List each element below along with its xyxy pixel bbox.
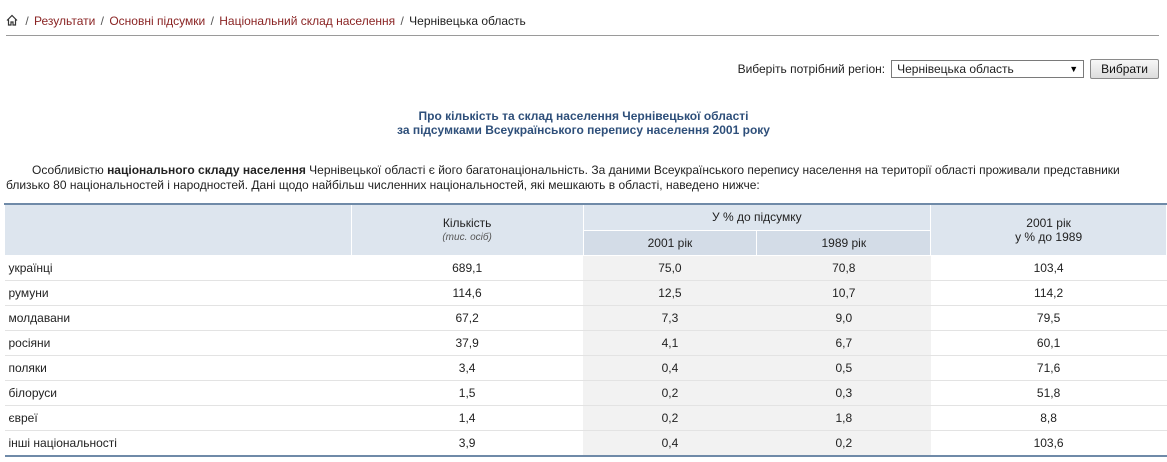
count-cell: 67,2 [351, 305, 584, 331]
percent-2001-cell: 4,1 [583, 330, 757, 356]
ratio-cell: 103,4 [930, 255, 1167, 281]
table-row: інші національності 3,9 0,4 0,2 103,6 [4, 430, 1167, 457]
choose-region-button[interactable]: Вибрати [1090, 59, 1159, 79]
ratio-cell: 71,6 [930, 355, 1167, 381]
percent-1989-cell: 0,2 [756, 430, 931, 457]
percent-2001-cell: 0,2 [583, 405, 757, 431]
chevron-down-icon: ▼ [1069, 64, 1079, 74]
table-row: росіяни 37,9 4,1 6,7 60,1 [4, 330, 1167, 356]
region-selector: Виберіть потрібний регіон: Чернівецька о… [738, 59, 1159, 79]
table-row: українці 689,1 75,0 70,8 103,4 [4, 255, 1167, 281]
intro-text-start: Особливістю [32, 163, 108, 177]
breadcrumb-separator: / [100, 14, 104, 28]
percent-1989-cell: 9,0 [756, 305, 931, 331]
nationality-cell: євреї [4, 405, 352, 431]
nationality-table: Кількість (тис. осіб) У % до підсумку 20… [4, 203, 1167, 457]
nationality-cell: інші національності [4, 430, 352, 457]
region-label: Виберіть потрібний регіон: [737, 62, 886, 76]
ratio-cell: 103,6 [930, 430, 1167, 457]
breadcrumb-link-national-composition[interactable]: Національний склад населення [219, 14, 396, 28]
header-ratio-line1: 2001 рік [1026, 215, 1071, 230]
percent-1989-cell: 0,3 [756, 380, 931, 406]
nationality-cell: росіяни [4, 330, 352, 356]
intro-text-bold: національного складу населення [107, 163, 306, 177]
percent-2001-cell: 7,3 [583, 305, 757, 331]
ratio-cell: 51,8 [930, 380, 1167, 406]
header-ratio: 2001 рік у % до 1989 [930, 203, 1167, 256]
percent-2001-cell: 0,4 [583, 355, 757, 381]
breadcrumb-link-main-results[interactable]: Основні підсумки [109, 14, 206, 28]
count-cell: 689,1 [351, 255, 584, 281]
page-title: Про кількість та склад населення Черніве… [0, 109, 1167, 137]
nationality-cell: білоруси [4, 380, 352, 406]
table-row: румуни 114,6 12,5 10,7 114,2 [4, 280, 1167, 306]
percent-1989-cell: 70,8 [756, 255, 931, 281]
breadcrumb-current: Чернівецька область [409, 14, 526, 28]
percent-2001-cell: 0,4 [583, 430, 757, 457]
region-select[interactable]: Чернівецька область ▼ [891, 60, 1085, 78]
breadcrumb-separator: / [25, 14, 29, 28]
page-title-line2: за підсумками Всеукраїнського перепису н… [397, 123, 770, 137]
count-cell: 1,5 [351, 380, 584, 406]
table-row: євреї 1,4 0,2 1,8 8,8 [4, 405, 1167, 431]
header-percent-group: У % до підсумку [582, 203, 932, 231]
percent-1989-cell: 1,8 [756, 405, 931, 431]
breadcrumb-separator: / [400, 14, 404, 28]
header-nationality [4, 203, 352, 256]
count-cell: 114,6 [351, 280, 584, 306]
intro-text-end: Чернівецької області є його багатонаціон… [6, 163, 1120, 192]
header-year-1989: 1989 рік [756, 229, 932, 256]
page-title-line1: Про кількість та склад населення Черніве… [418, 109, 749, 123]
ratio-cell: 79,5 [930, 305, 1167, 331]
header-year-2001: 2001 рік [582, 229, 758, 256]
ratio-cell: 114,2 [930, 280, 1167, 306]
table-row: білоруси 1,5 0,2 0,3 51,8 [4, 380, 1167, 406]
breadcrumb-link-results[interactable]: Результати [34, 14, 96, 28]
header-ratio-line2: у % до 1989 [1015, 229, 1083, 244]
header-count-label: Кількість [442, 216, 492, 231]
ratio-cell: 8,8 [930, 405, 1167, 431]
count-cell: 3,4 [351, 355, 584, 381]
percent-2001-cell: 12,5 [583, 280, 757, 306]
header-count-unit: (тис. осіб) [442, 232, 492, 244]
nationality-cell: поляки [4, 355, 352, 381]
nationality-cell: румуни [4, 280, 352, 306]
nationality-cell: українці [4, 255, 352, 281]
percent-2001-cell: 0,2 [583, 380, 757, 406]
table-row: поляки 3,4 0,4 0,5 71,6 [4, 355, 1167, 381]
percent-1989-cell: 0,5 [756, 355, 931, 381]
breadcrumb-separator: / [210, 14, 214, 28]
ratio-cell: 60,1 [930, 330, 1167, 356]
table-row: молдавани 67,2 7,3 9,0 79,5 [4, 305, 1167, 331]
percent-1989-cell: 6,7 [756, 330, 931, 356]
count-cell: 37,9 [351, 330, 584, 356]
count-cell: 3,9 [351, 430, 584, 457]
percent-2001-cell: 75,0 [583, 255, 757, 281]
home-icon[interactable] [6, 14, 18, 26]
header-count: Кількість (тис. осіб) [350, 203, 584, 256]
breadcrumb: / Результати / Основні підсумки / Націон… [6, 13, 1159, 36]
nationality-cell: молдавани [4, 305, 352, 331]
percent-1989-cell: 10,7 [756, 280, 931, 306]
region-select-value: Чернівецька область [897, 62, 1014, 76]
count-cell: 1,4 [351, 405, 584, 431]
intro-paragraph: Особливістю національного складу населен… [6, 163, 1137, 193]
